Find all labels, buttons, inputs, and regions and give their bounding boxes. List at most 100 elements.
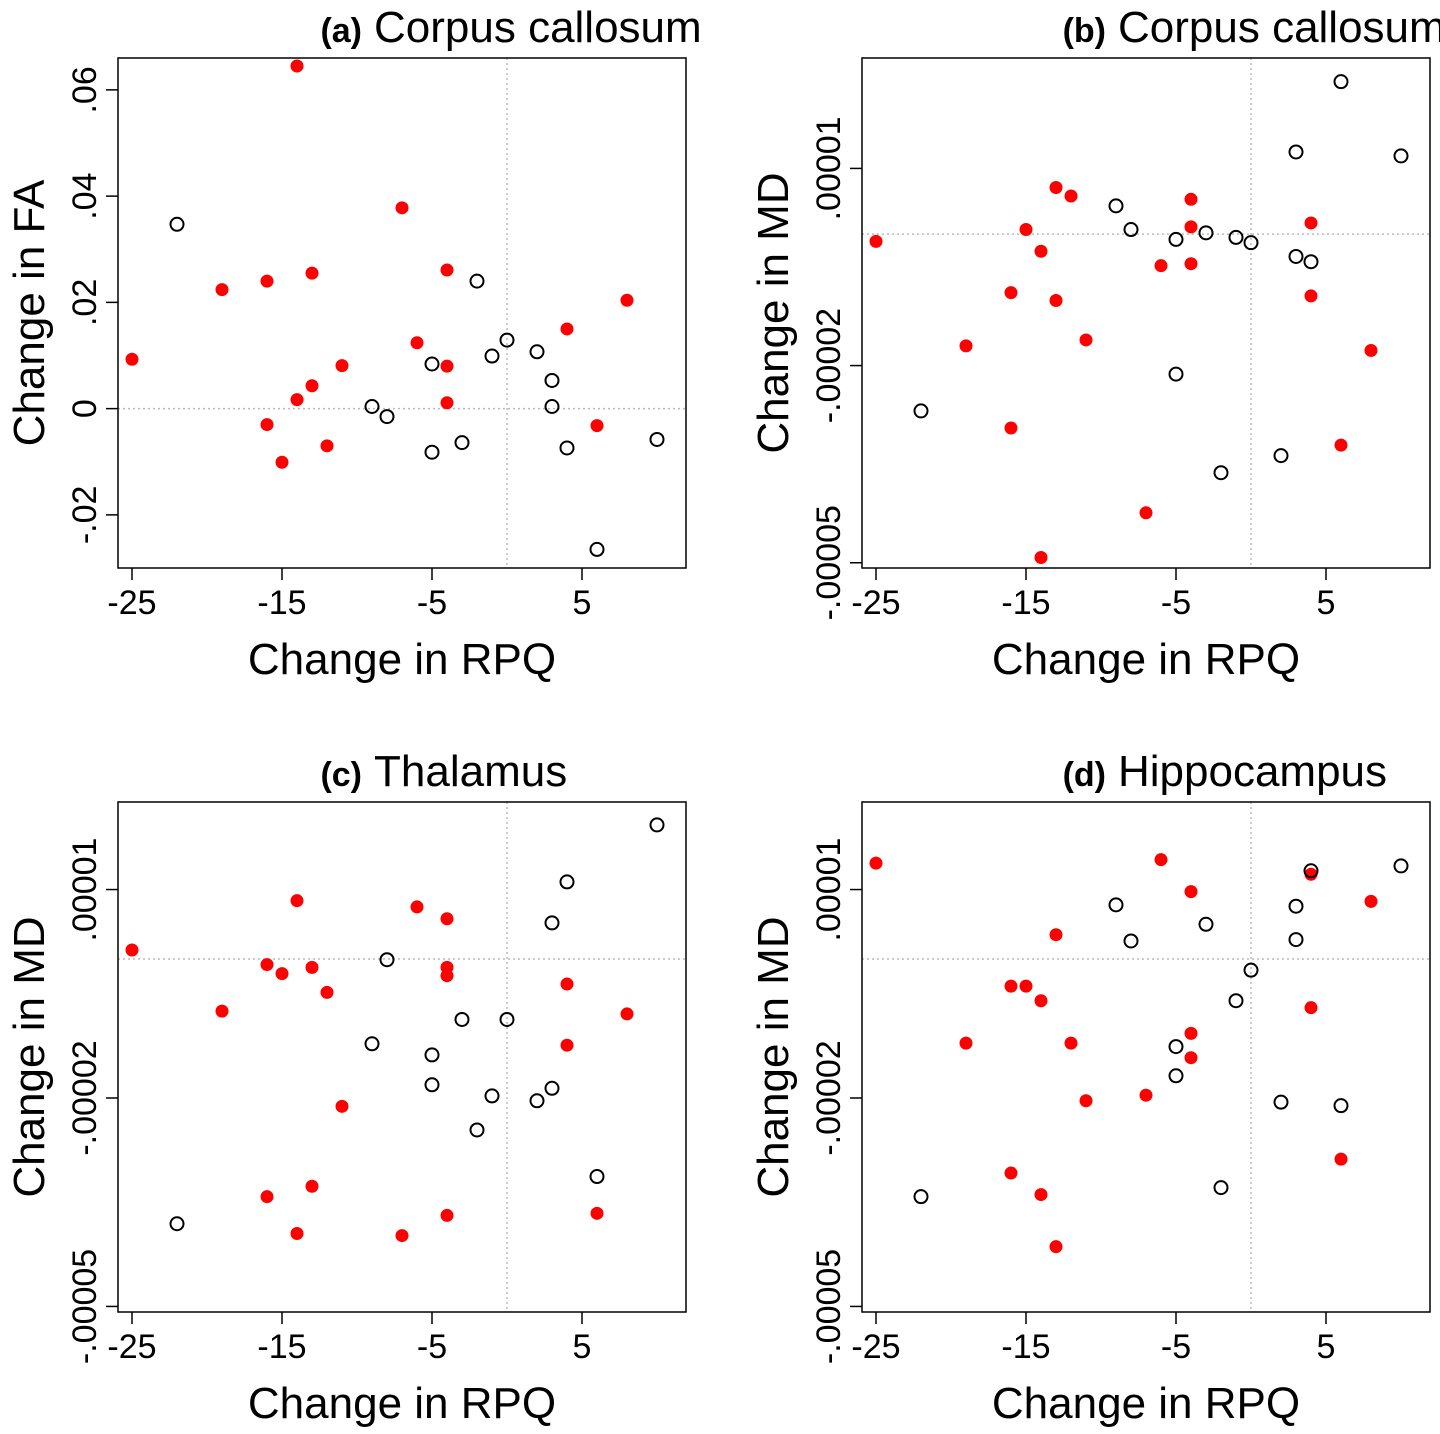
data-point-hollow bbox=[424, 356, 440, 372]
data-point-filled bbox=[1154, 853, 1168, 867]
data-point-filled bbox=[320, 439, 334, 453]
data-point-hollow bbox=[364, 399, 380, 414]
data-point-hollow bbox=[1288, 932, 1304, 948]
data-point-hollow bbox=[1288, 898, 1304, 914]
y-tick-label: .02 bbox=[66, 279, 104, 326]
y-tick-label: -.00002 bbox=[810, 1040, 848, 1155]
data-point-hollow bbox=[364, 1036, 380, 1052]
panel-a: (a) Corpus callosum -25 -15 -5 5 -.02 0 .02 .04 .0… bbox=[5, 3, 702, 684]
data-point-filled bbox=[260, 958, 274, 972]
data-point-filled bbox=[1184, 192, 1198, 206]
data-point-filled bbox=[1154, 259, 1168, 273]
data-point-filled bbox=[335, 359, 349, 373]
panel-c: (c) Thalamus -25 -15 -5 5 -.00005 -.00002 .00001… bbox=[5, 747, 687, 1428]
x-tick-label: -25 bbox=[851, 1328, 900, 1366]
panel-letter: (d) bbox=[1063, 756, 1106, 794]
plot-frame bbox=[117, 801, 687, 1313]
data-point-filled bbox=[305, 1179, 319, 1193]
data-point-hollow bbox=[1168, 366, 1184, 382]
data-point-hollow bbox=[454, 1011, 470, 1027]
data-point-filled bbox=[125, 352, 139, 366]
y-tick-label: .00001 bbox=[66, 838, 104, 942]
data-point-filled bbox=[305, 379, 319, 393]
panel-title: Corpus callosum bbox=[1118, 3, 1440, 52]
data-point-filled bbox=[1064, 1036, 1078, 1050]
data-point-filled bbox=[1364, 343, 1378, 357]
data-point-hollow bbox=[1273, 448, 1289, 464]
data-point-filled bbox=[869, 234, 883, 248]
data-point-hollow bbox=[1288, 144, 1304, 160]
data-point-hollow bbox=[1288, 248, 1304, 264]
data-point-filled bbox=[320, 985, 334, 999]
data-point-filled bbox=[305, 960, 319, 974]
panel-letter: (b) bbox=[1063, 12, 1106, 50]
data-point-filled bbox=[215, 1004, 229, 1018]
data-point-hollow bbox=[169, 216, 185, 232]
data-point-hollow bbox=[544, 1080, 560, 1096]
data-point-filled bbox=[260, 418, 274, 432]
x-tick-label: -15 bbox=[257, 584, 306, 622]
data-point-filled bbox=[1019, 979, 1033, 993]
y-tick-label: .06 bbox=[66, 66, 104, 113]
data-point-filled bbox=[395, 201, 409, 215]
data-point-hollow bbox=[1333, 1098, 1349, 1114]
data-point-filled bbox=[1049, 180, 1063, 194]
data-point-filled bbox=[275, 455, 289, 469]
data-point-filled bbox=[1034, 550, 1048, 564]
data-point-hollow bbox=[469, 273, 485, 289]
x-tick-label: -25 bbox=[107, 1328, 156, 1366]
y-tick-label: .00001 bbox=[810, 838, 848, 942]
data-point-hollow bbox=[484, 348, 500, 364]
data-point-hollow bbox=[1303, 863, 1319, 879]
data-point-filled bbox=[1079, 1094, 1093, 1108]
data-point-hollow bbox=[529, 1093, 545, 1109]
x-tick-label: -15 bbox=[1001, 584, 1050, 622]
data-point-filled bbox=[440, 263, 454, 277]
data-point-filled bbox=[1049, 294, 1063, 308]
data-point-filled bbox=[620, 1007, 634, 1021]
y-axis-title: Change in FA bbox=[5, 179, 54, 446]
data-point-hollow bbox=[424, 1047, 440, 1063]
data-point-filled bbox=[440, 1208, 454, 1222]
data-point-hollow bbox=[484, 1088, 500, 1104]
x-tick-label: -25 bbox=[851, 584, 900, 622]
data-point-filled bbox=[125, 943, 139, 957]
panel-d: (d) Hippocampus -25 -15 -5 5 -.00005 -.00002 .00… bbox=[749, 747, 1431, 1428]
data-point-filled bbox=[290, 1226, 304, 1240]
data-point-filled bbox=[1184, 885, 1198, 899]
x-tick-label: -25 bbox=[107, 584, 156, 622]
x-tick-label: 5 bbox=[573, 1328, 592, 1366]
plot-frame bbox=[117, 57, 687, 569]
data-point-hollow bbox=[1393, 148, 1409, 164]
data-point-filled bbox=[959, 1036, 973, 1050]
data-point-filled bbox=[1019, 223, 1033, 237]
data-point-hollow bbox=[589, 1169, 605, 1185]
data-point-hollow bbox=[1198, 225, 1214, 241]
y-tick-label: -.00002 bbox=[66, 1040, 104, 1155]
y-tick-label: -.02 bbox=[66, 486, 104, 545]
data-point-filled bbox=[1334, 1152, 1348, 1166]
data-point-filled bbox=[260, 1190, 274, 1204]
data-point-filled bbox=[410, 336, 424, 350]
y-tick-label: -.00005 bbox=[66, 1249, 104, 1364]
data-point-filled bbox=[290, 894, 304, 908]
data-point-filled bbox=[1139, 506, 1153, 520]
data-point-filled bbox=[1304, 1001, 1318, 1015]
data-point-hollow bbox=[559, 874, 575, 890]
data-point-hollow bbox=[1123, 222, 1139, 238]
y-axis-title: Change in MD bbox=[749, 916, 798, 1197]
x-tick-label: -15 bbox=[257, 1328, 306, 1366]
data-point-filled bbox=[959, 339, 973, 353]
data-point-hollow bbox=[1303, 254, 1319, 270]
data-point-hollow bbox=[649, 431, 665, 447]
x-tick-label: 5 bbox=[1317, 1328, 1336, 1366]
data-point-hollow bbox=[913, 403, 929, 419]
data-point-hollow bbox=[589, 541, 605, 557]
data-point-hollow bbox=[1228, 229, 1244, 245]
x-axis-title: Change in RPQ bbox=[992, 1379, 1300, 1428]
data-point-hollow bbox=[1243, 962, 1259, 978]
panel-title: Hippocampus bbox=[1118, 747, 1387, 796]
panel-title: Thalamus bbox=[374, 747, 567, 796]
data-point-filled bbox=[560, 1038, 574, 1052]
